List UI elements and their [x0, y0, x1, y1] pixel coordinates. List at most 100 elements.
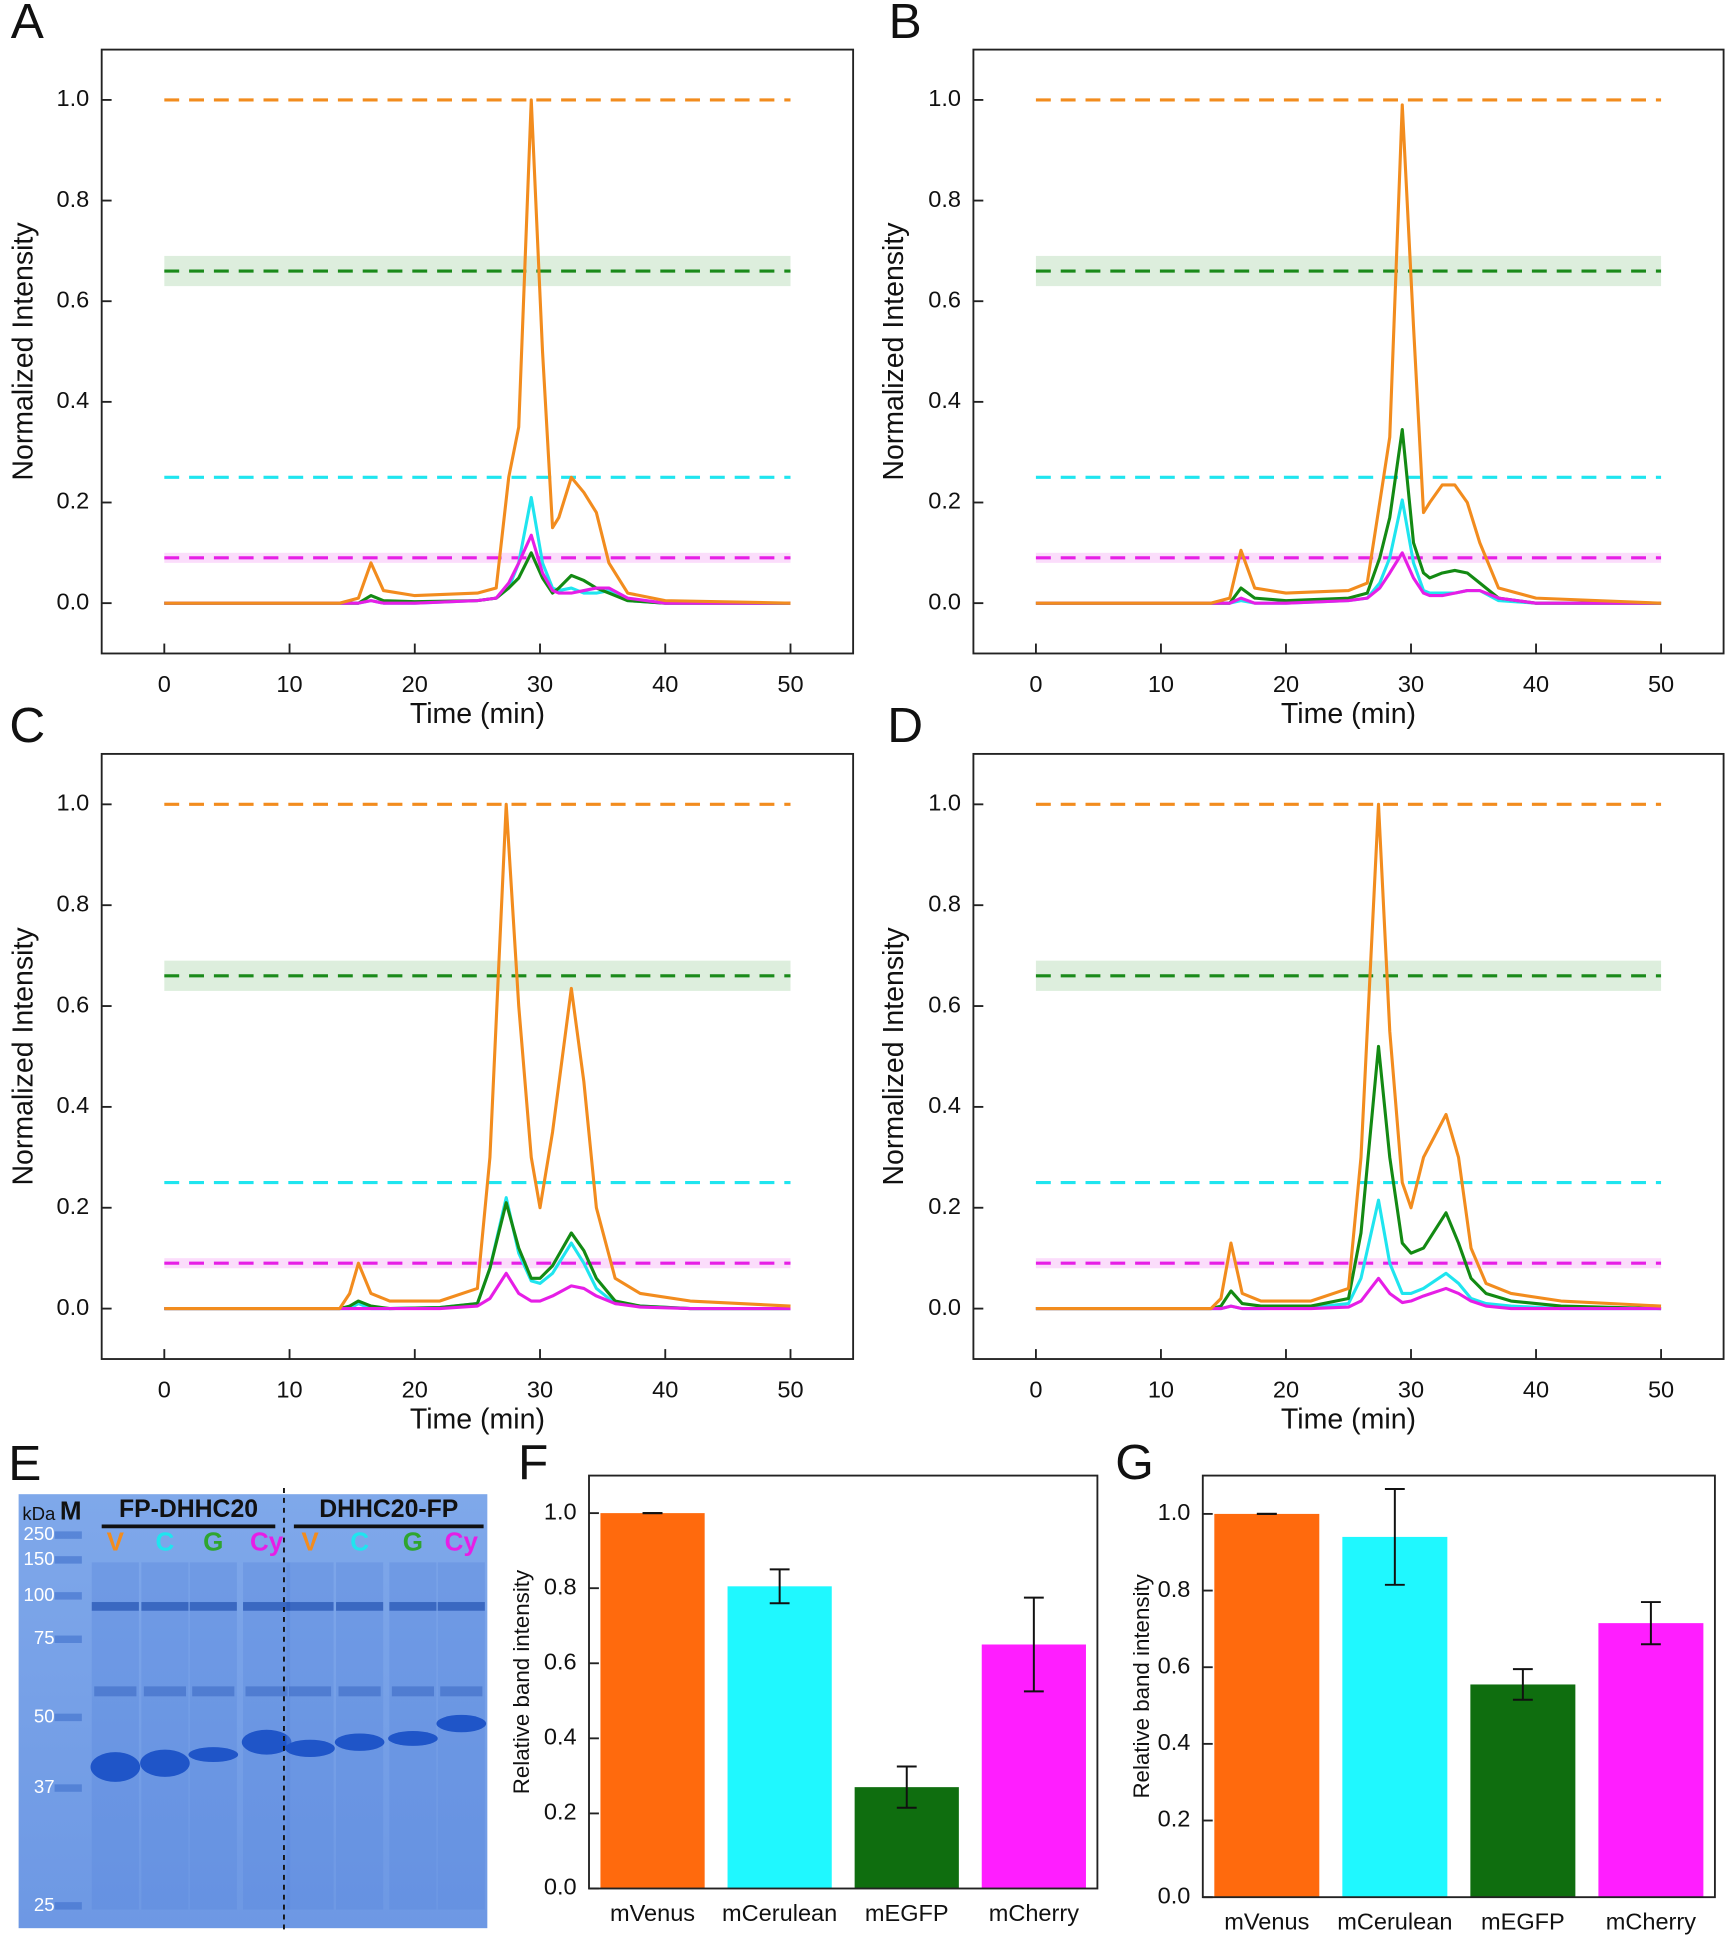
y-tick-label: 0.6: [928, 286, 961, 312]
gel-band: [245, 1686, 288, 1697]
lane-smear: [91, 1562, 139, 1910]
gel-band: [94, 1686, 137, 1697]
marker-band: [54, 1635, 82, 1643]
x-tick-label: 50: [777, 1376, 803, 1402]
y-tick-label: 0.0: [928, 588, 961, 614]
reference-band: [1035, 1258, 1662, 1269]
gel-band: [91, 1602, 139, 1611]
bar: [1342, 1536, 1448, 1898]
x-tick-label: 0: [158, 1376, 171, 1402]
x-tick-label: 50: [777, 671, 803, 697]
y-axis-label: Relative band intensity: [1129, 1573, 1154, 1798]
marker-band: [54, 1784, 82, 1792]
y-tick-label: 0.0: [928, 1294, 961, 1320]
marker-band: [54, 1556, 82, 1564]
x-tick-label: 50: [1648, 671, 1674, 697]
x-tick-label: 40: [652, 671, 678, 697]
x-axis-label: Time (min): [410, 698, 545, 730]
y-tick-label: 0.8: [1158, 1576, 1191, 1602]
gel-band: [143, 1686, 187, 1697]
x-tick-label: mCerulean: [1337, 1908, 1452, 1934]
x-tick-label: mCherry: [989, 1900, 1079, 1926]
y-axis-label: Relative band intensity: [509, 1569, 534, 1794]
y-axis-label: Normalized Intensity: [7, 222, 39, 481]
plot-frame: [972, 752, 1725, 1360]
y-tick-label: 0.6: [57, 286, 90, 312]
x-tick-label: mEGFP: [865, 1900, 949, 1926]
gel-band: [243, 1602, 291, 1611]
lane-label: V: [301, 1527, 319, 1557]
x-tick-label: mEGFP: [1481, 1908, 1565, 1934]
y-tick-label: 0.2: [57, 488, 90, 514]
y-tick-label: 0.0: [57, 1294, 90, 1320]
gel-band: [334, 1733, 385, 1751]
panel-label: F: [518, 1434, 548, 1490]
reference-band: [1035, 552, 1662, 563]
series-line: [1035, 427, 1662, 605]
plot-frame: [100, 48, 855, 655]
error-bar: [1512, 1668, 1533, 1701]
x-tick-label: 0: [1029, 1376, 1042, 1402]
gel-band: [389, 1602, 437, 1611]
marker-value: 50: [34, 1705, 55, 1726]
marker-band: [54, 1902, 82, 1910]
series-line: [1035, 103, 1662, 605]
plot-frame: [588, 1474, 1099, 1890]
marker-value: 25: [34, 1894, 55, 1915]
x-tick-label: 0: [158, 671, 171, 697]
lane-label: C: [350, 1527, 369, 1557]
gel-band: [440, 1686, 483, 1697]
y-tick-label: 0.8: [57, 186, 90, 212]
error-bar: [1384, 1488, 1405, 1586]
x-tick-label: 40: [1523, 1376, 1549, 1402]
y-tick-label: 0.8: [928, 186, 961, 212]
y-axis-label: Normalized Intensity: [878, 927, 910, 1186]
series-line: [1035, 498, 1662, 605]
series-line: [164, 551, 791, 605]
plot-frame: [1201, 1474, 1716, 1899]
panel-label: A: [11, 0, 44, 49]
y-tick-label: 0.0: [1158, 1882, 1191, 1908]
series-line: [1035, 1044, 1662, 1311]
gel-band: [338, 1686, 381, 1697]
y-tick-label: 0.2: [1158, 1806, 1191, 1832]
group-label: FP-DHHC20: [119, 1496, 258, 1523]
x-tick-label: 10: [1148, 671, 1174, 697]
x-axis-label: Time (min): [1281, 698, 1416, 730]
x-axis-label: Time (min): [1281, 1404, 1416, 1436]
series-line: [1035, 551, 1662, 605]
x-tick-label: 50: [1648, 1376, 1674, 1402]
gel-band: [286, 1602, 334, 1611]
x-tick-label: 20: [1273, 1376, 1299, 1402]
y-tick-label: 0.8: [57, 890, 90, 916]
y-tick-label: 0.4: [1158, 1729, 1191, 1755]
marker-band: [54, 1531, 82, 1539]
marker-value: 250: [24, 1523, 55, 1544]
gel-band: [141, 1602, 189, 1611]
lane-smear: [141, 1562, 189, 1910]
bar: [1598, 1623, 1704, 1898]
series-line: [164, 1271, 791, 1311]
x-tick-label: mVenus: [1224, 1908, 1309, 1934]
series-line: [164, 1196, 791, 1311]
y-tick-label: 1.0: [928, 790, 961, 816]
y-tick-label: 0.2: [928, 488, 961, 514]
lane-label: C: [156, 1527, 175, 1557]
x-tick-label: 20: [402, 1376, 428, 1402]
y-tick-label: 1.0: [57, 790, 90, 816]
panel-label: B: [889, 0, 922, 49]
error-bar: [896, 1765, 917, 1809]
x-tick-label: 30: [1398, 1376, 1424, 1402]
marker-label: M: [60, 1496, 82, 1526]
y-tick-label: 0.6: [544, 1648, 577, 1674]
y-tick-label: 0.2: [544, 1799, 577, 1825]
gel-band: [189, 1602, 237, 1611]
y-tick-label: 0.0: [544, 1874, 577, 1900]
series-line: [1035, 802, 1662, 1311]
gel-band: [437, 1602, 485, 1611]
error-bar: [769, 1568, 790, 1605]
series-line: [164, 533, 791, 605]
panel-label: C: [9, 697, 45, 753]
